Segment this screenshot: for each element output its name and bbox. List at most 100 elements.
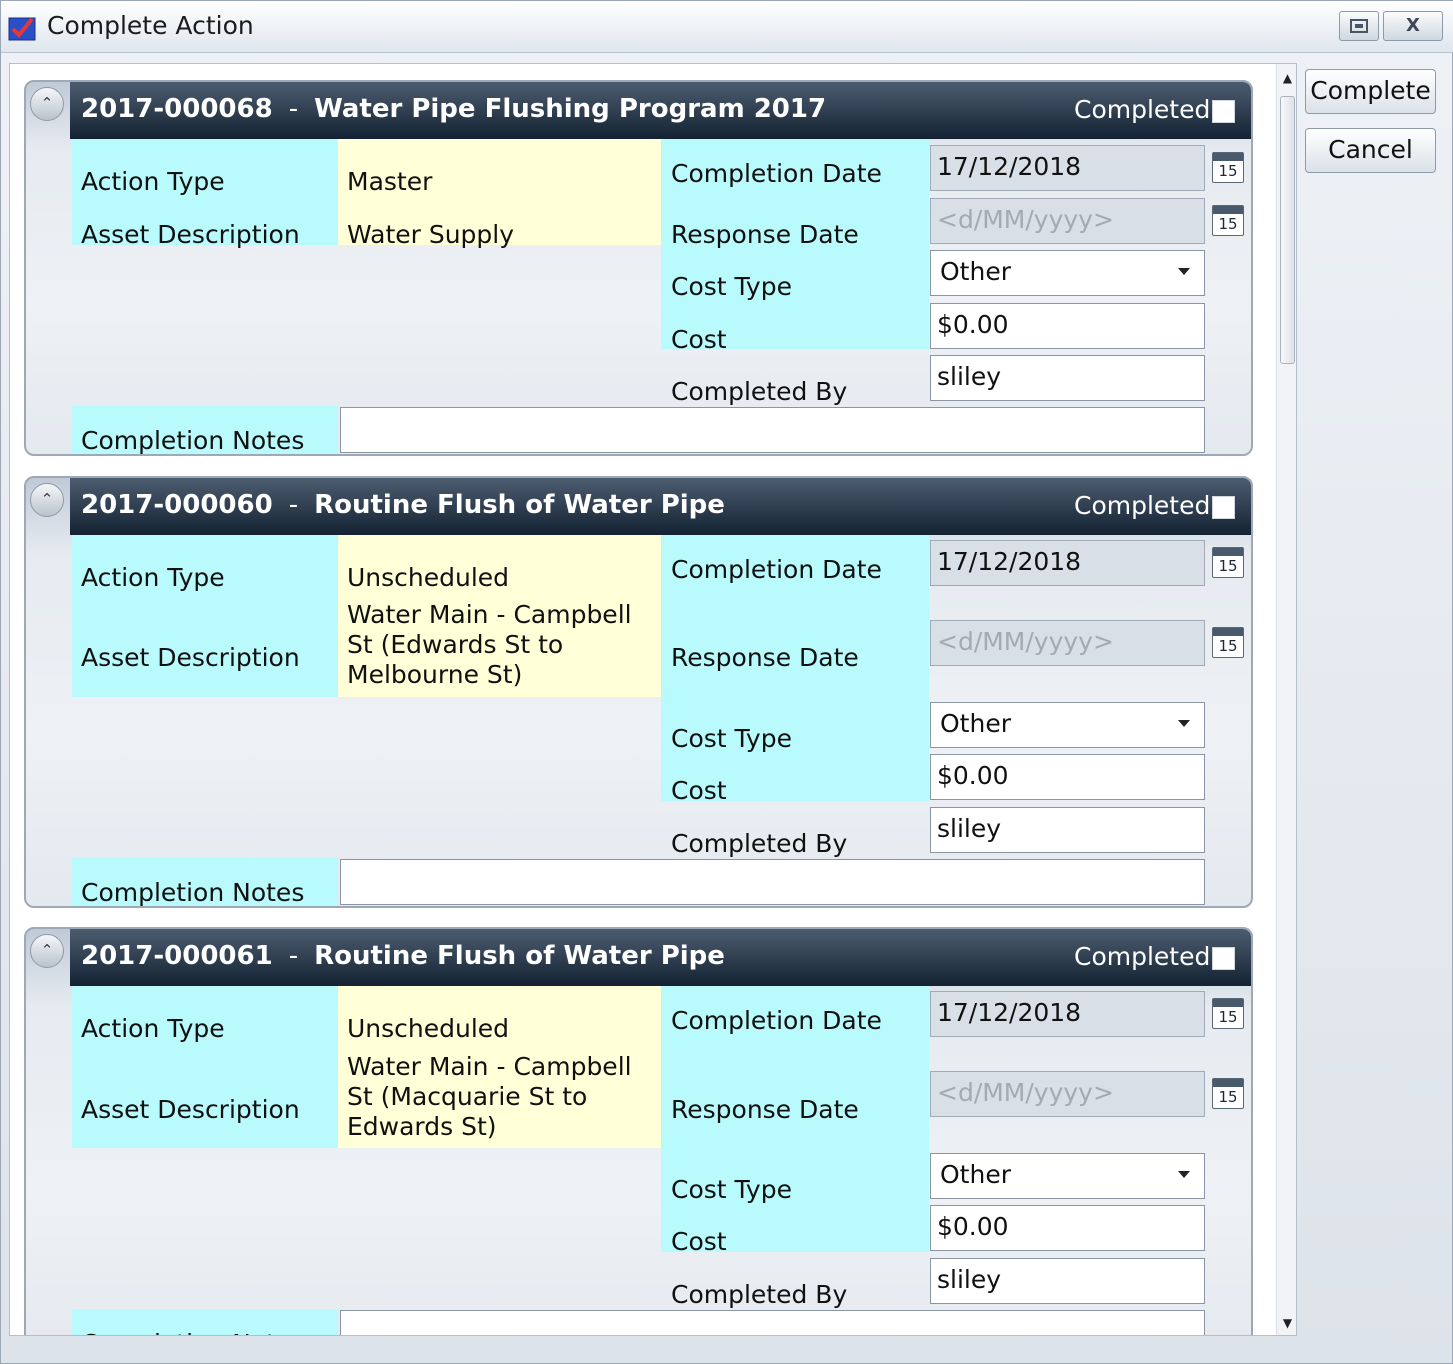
completion-notes-label: Completion Notes [81,426,305,455]
completed-checkbox[interactable] [1212,496,1235,519]
cancel-button[interactable]: Cancel [1305,128,1436,173]
complete-button[interactable]: Complete [1305,69,1436,114]
cost-label: Cost [671,1227,727,1256]
action-card-header: 2017-000060- Routine Flush of Water Pipe … [70,478,1251,535]
actions-scroll-area[interactable]: ⌃ 2017-000068- Water Pipe Flushing Progra… [9,63,1297,1336]
action-id: 2017-000068 [81,94,273,124]
cost-type-label: Cost Type [671,1175,792,1204]
scroll-down-arrow-icon[interactable]: ▼ [1282,1316,1293,1330]
cost-type-dropdown[interactable]: Other [930,250,1205,296]
completion-notes-input[interactable] [340,1310,1205,1335]
close-icon: X [1406,15,1420,36]
cost-input[interactable]: $0.00 [930,1205,1205,1251]
scroll-up-arrow-icon[interactable]: ▲ [1282,71,1293,85]
cost-type-dropdown[interactable]: Other [930,1153,1205,1199]
right-label-column [661,139,929,349]
window-title: Complete Action [47,11,254,40]
response-date-calendar-icon[interactable]: 15 [1212,627,1244,658]
collapse-chevron-up-icon[interactable]: ⌃ [30,87,64,121]
action-name: Routine Flush of Water Pipe [314,941,725,971]
vertical-scrollbar[interactable]: ▲ ▼ [1276,64,1296,1335]
response-date-label: Response Date [671,643,859,672]
scroll-thumb[interactable] [1280,96,1295,364]
response-date-field[interactable]: <d/MM/yyyy> [930,198,1205,244]
response-date-field[interactable]: <d/MM/yyyy> [930,1071,1205,1117]
cost-input[interactable]: $0.00 [930,754,1205,800]
action-title: 2017-000068- Water Pipe Flushing Program … [81,94,826,124]
cost-label: Cost [671,325,727,354]
asset-description-label: Asset Description [81,643,300,672]
completed-label: Completed [1074,942,1211,971]
completed-label: Completed [1074,491,1211,520]
cost-type-dropdown[interactable]: Other [930,702,1205,748]
asset-description-label: Asset Description [81,220,300,249]
left-label-column [72,986,338,1148]
value-column [338,535,661,697]
action-id: 2017-000061 [81,941,273,971]
completed-by-input[interactable]: sliley [930,807,1205,853]
completed-by-label: Completed By [671,829,848,858]
completed-by-label: Completed By [671,1280,848,1309]
value-column [338,986,661,1148]
completion-notes-label-cell [72,858,338,906]
action-card-header: 2017-000061- Routine Flush of Water Pipe … [70,929,1251,986]
completion-notes-label: Completion Notes [81,878,305,907]
action-title: 2017-000061- Routine Flush of Water Pipe [81,941,725,971]
chevron-down-icon [1178,720,1190,727]
cost-input[interactable]: $0.00 [930,303,1205,349]
action-id: 2017-000060 [81,490,273,520]
completion-notes-input[interactable] [340,407,1205,453]
response-date-label: Response Date [671,220,859,249]
completion-date-calendar-icon[interactable]: 15 [1212,152,1244,183]
response-date-calendar-icon[interactable]: 15 [1212,205,1244,236]
action-type-label: Action Type [81,167,225,196]
completion-date-field[interactable]: 17/12/2018 [930,540,1205,586]
action-type-label: Action Type [81,563,225,592]
completion-notes-label: Completion Notes [81,1329,304,1335]
completion-date-field[interactable]: 17/12/2018 [930,145,1205,191]
response-date-calendar-icon[interactable]: 15 [1212,1078,1244,1109]
cost-type-label: Cost Type [671,272,792,301]
completed-by-label: Completed By [671,377,848,406]
completed-by-input[interactable]: sliley [930,355,1205,401]
cost-type-selected: Other [940,257,1011,286]
response-date-label: Response Date [671,1095,859,1124]
action-type-value: Unscheduled [347,1014,510,1043]
action-card-2017-000068: ⌃ 2017-000068- Water Pipe Flushing Progra… [24,80,1253,456]
completion-date-field[interactable]: 17/12/2018 [930,991,1205,1037]
collapse-chevron-up-icon[interactable]: ⌃ [30,934,64,968]
action-type-value: Master [347,167,433,196]
completed-label: Completed [1074,95,1211,124]
left-label-column [72,535,338,697]
completion-notes-label-cell [72,1309,338,1335]
title-bar: Complete Action X [1,1,1453,53]
right-label-column [661,535,929,801]
completed-checkbox[interactable] [1212,100,1235,123]
action-card-2017-000060: ⌃ 2017-000060- Routine Flush of Water Pip… [24,476,1253,908]
completion-notes-input[interactable] [340,859,1205,905]
action-type-value: Unscheduled [347,563,510,592]
completion-date-calendar-icon[interactable]: 15 [1212,998,1244,1029]
completion-date-calendar-icon[interactable]: 15 [1212,547,1244,578]
title-separator: - [288,941,299,971]
asset-description-value: Water Main - Campbell St (Edwards St to … [347,600,632,689]
action-type-label: Action Type [81,1014,225,1043]
close-button[interactable]: X [1383,11,1443,41]
action-card-header: 2017-000068- Water Pipe Flushing Program … [70,82,1251,139]
title-separator: - [288,94,299,124]
restore-icon [1350,19,1368,33]
action-name: Routine Flush of Water Pipe [314,490,725,520]
completed-by-input[interactable]: sliley [930,1258,1205,1304]
cost-type-selected: Other [940,1160,1011,1189]
cost-type-label: Cost Type [671,724,792,753]
completion-date-label: Completion Date [671,555,882,584]
completed-checkbox[interactable] [1212,947,1235,970]
collapse-chevron-up-icon[interactable]: ⌃ [30,483,64,517]
asset-description-value: Water Main - Campbell St (Macquarie St t… [347,1052,632,1141]
checkmark-app-icon [8,17,36,41]
action-name: Water Pipe Flushing Program 2017 [314,94,827,124]
response-date-field[interactable]: <d/MM/yyyy> [930,620,1205,666]
right-label-column [661,986,929,1252]
restore-button[interactable] [1339,11,1379,41]
value-column [338,139,661,245]
